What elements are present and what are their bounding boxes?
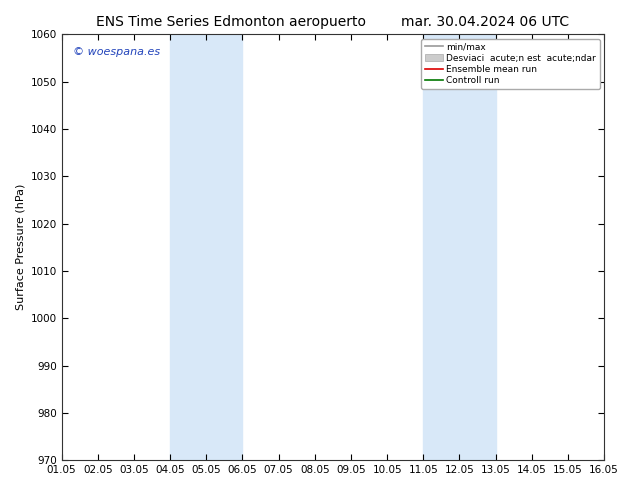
- Bar: [170, 34, 242, 460]
- Text: © woespana.es: © woespana.es: [72, 47, 160, 57]
- Legend: min/max, Desviaci  acute;n est  acute;ndar, Ensemble mean run, Controll run: min/max, Desviaci acute;n est acute;ndar…: [421, 39, 600, 89]
- Title: ENS Time Series Edmonton aeropuerto        mar. 30.04.2024 06 UTC: ENS Time Series Edmonton aeropuerto mar.…: [96, 15, 569, 29]
- Bar: [424, 34, 496, 460]
- Y-axis label: Surface Pressure (hPa): Surface Pressure (hPa): [15, 184, 25, 311]
